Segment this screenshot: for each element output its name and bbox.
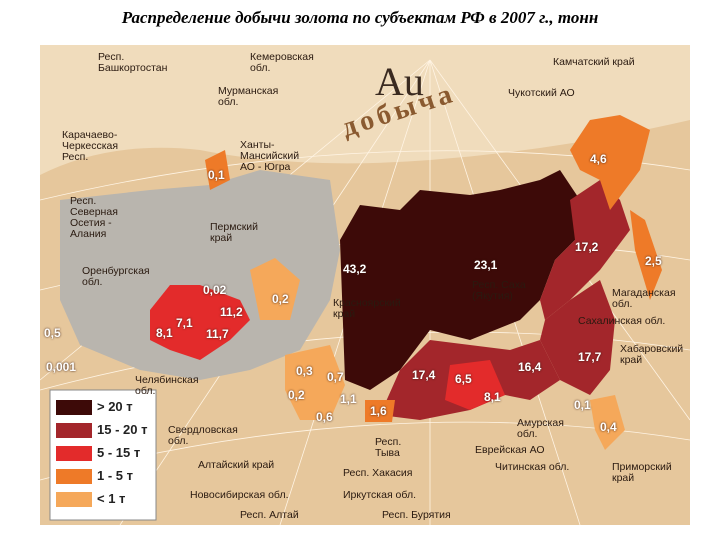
region-label: Мурманская обл. [218,85,279,108]
value-label: 0,4 [600,420,617,434]
value-label: 7,1 [176,316,193,330]
title: Распределение добычи золота по субъектам… [121,8,599,27]
region-label: Иркутская обл. [343,489,416,501]
legend-label: 1 - 5 т [97,468,133,483]
value-label: 0,5 [44,326,61,340]
legend-swatch [56,446,92,461]
value-label: 43,2 [343,262,367,276]
region-label: Пермский край [210,221,259,244]
region-label: Сахалинская обл. [578,315,666,327]
region-label: Оренбургская обл. [82,265,150,288]
value-label: 1,6 [370,404,387,418]
region-1-5 [365,400,395,422]
value-label: 11,2 [220,305,243,319]
region-label: Чукотский АО [508,87,575,99]
region-1-5 [630,210,662,300]
value-label: 11,7 [206,327,229,341]
legend-label: 15 - 20 т [97,422,148,437]
value-label: 23,1 [474,258,498,272]
region-label: Новосибирская обл. [190,489,289,501]
value-label: 6,5 [455,372,472,386]
value-label: 17,2 [575,240,599,254]
value-label: 0,02 [203,283,227,297]
value-label: 0,3 [296,364,313,378]
legend-swatch [56,400,92,415]
region-under-1 [250,258,300,320]
value-label: 0,2 [288,388,305,402]
legend-label: < 1 т [97,491,126,506]
value-label: 17,4 [412,368,436,382]
region-label: Свердловская обл. [168,424,238,447]
region-label: Амурская обл. [517,417,564,440]
value-label: 8,1 [484,390,501,404]
value-label: 0,6 [316,410,333,424]
region-1-5 [205,150,230,190]
region-5-15 [150,285,250,360]
value-label: 0,2 [272,292,289,306]
value-label: 0,1 [574,398,591,412]
region-label: Ханты- Мансийский АО - Югра [240,139,300,173]
region-15-20 [540,180,630,320]
region-label: Красноярский край [333,297,401,320]
legend-label: 5 - 15 т [97,445,141,460]
value-label: 0,001 [46,360,77,374]
legend-swatch [56,492,92,507]
value-label: 16,4 [518,360,542,374]
region-label: Карачаево- Черкесская Респ. [62,129,119,163]
region-none [60,170,340,380]
region-label: Респ. Бурятия [382,509,451,521]
region-label: Хабаровский край [620,343,684,366]
region-1-5 [570,115,650,210]
region-label: Респ. Северная Осетия - Алания [70,195,118,240]
value-label: 8,1 [156,326,173,340]
emblem-symbol: Au [375,59,424,104]
value-label: 1,1 [340,392,357,406]
legend-label: > 20 т [97,399,133,414]
region-label: Кемеровская обл. [250,51,314,74]
region-over-20 [340,170,580,390]
region-label: Магаданская обл. [612,287,676,310]
value-label: 0,7 [327,370,344,384]
region-5-15 [445,360,505,410]
region-under-1 [590,395,625,450]
value-label: 2,5 [645,254,662,268]
value-label: 17,7 [578,350,602,364]
region-label: Еврейская АО [475,444,545,456]
region-label: Респ. Башкортостан [98,51,168,74]
region-15-20 [540,280,615,395]
value-label: 0,1 [208,168,225,182]
value-label: 4,6 [590,152,607,166]
region-label: Респ. Саха (Якутия) [472,279,526,302]
region-label: Читинская обл. [495,461,570,473]
region-label: Алтайский край [198,459,275,471]
legend-swatch [56,423,92,438]
region-under-1 [285,345,345,420]
region-label: Челябинская обл. [135,374,199,397]
region-label: Камчатский край [553,56,635,68]
region-label: Приморский край [612,461,672,484]
region-label: Респ. Хакасия [343,467,413,479]
region-label: Респ. Алтай [240,509,299,521]
region-label: Респ. Тыва [375,436,402,459]
legend-swatch [56,469,92,484]
sea [40,45,690,175]
